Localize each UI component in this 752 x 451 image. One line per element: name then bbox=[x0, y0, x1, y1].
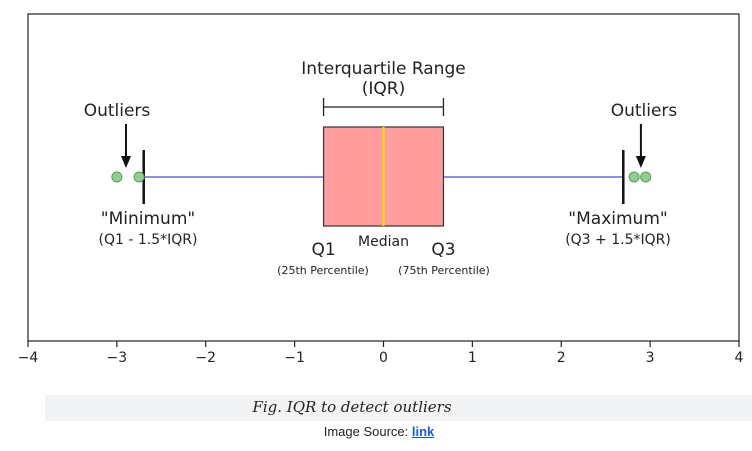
outliers-right-label: Outliers bbox=[611, 101, 678, 121]
iqr-boxplot-figure: Interquartile Range (IQR) Outliers Outli… bbox=[18, 13, 744, 366]
outlier-point bbox=[133, 171, 145, 183]
maximum-formula: (Q3 + 1.5*IQR) bbox=[565, 232, 671, 248]
outlier-point bbox=[640, 171, 652, 183]
outliers-left-label: Outliers bbox=[84, 101, 151, 121]
x-tick-label: −4 bbox=[18, 350, 39, 366]
maximum-label: "Maximum" bbox=[568, 209, 667, 229]
outlier-arrows bbox=[120, 124, 646, 168]
x-tick-label: 2 bbox=[557, 350, 566, 366]
x-axis: −4 −3 −2 −1 0 1 2 3 4 bbox=[18, 341, 744, 366]
q3-label: Q3 bbox=[431, 240, 455, 260]
image-source-prefix: Image Source: bbox=[323, 424, 412, 439]
iqr-abbrev: (IQR) bbox=[362, 79, 405, 99]
outlier-point bbox=[628, 171, 640, 183]
caption-bar bbox=[45, 395, 752, 421]
figure-caption: Fig. IQR to detect outliers bbox=[252, 398, 452, 416]
outlier-point bbox=[111, 171, 123, 183]
image-source-link[interactable]: link bbox=[411, 424, 435, 439]
x-tick-label: 0 bbox=[379, 350, 388, 366]
x-tick-label: 1 bbox=[468, 350, 477, 366]
x-tick-label: −1 bbox=[284, 350, 305, 366]
median-label: Median bbox=[358, 234, 409, 250]
arrow-head bbox=[120, 156, 131, 168]
iqr-bracket bbox=[322, 98, 445, 116]
outlier-points bbox=[111, 171, 652, 183]
image-source-line: Image Source: link bbox=[0, 424, 752, 439]
q1-label: Q1 bbox=[311, 240, 335, 260]
iqr-title: Interquartile Range bbox=[301, 59, 465, 79]
x-tick-label: −3 bbox=[107, 350, 128, 366]
x-tick-label: −2 bbox=[195, 350, 216, 366]
minimum-formula: (Q1 - 1.5*IQR) bbox=[99, 232, 198, 248]
q1-percentile-label: (25th Percentile) bbox=[277, 264, 369, 277]
x-tick-label: 4 bbox=[735, 350, 744, 366]
arrow-head bbox=[635, 156, 646, 168]
x-tick-label: 3 bbox=[646, 350, 655, 366]
minimum-label: "Minimum" bbox=[101, 209, 195, 229]
q3-percentile-label: (75th Percentile) bbox=[398, 264, 490, 277]
